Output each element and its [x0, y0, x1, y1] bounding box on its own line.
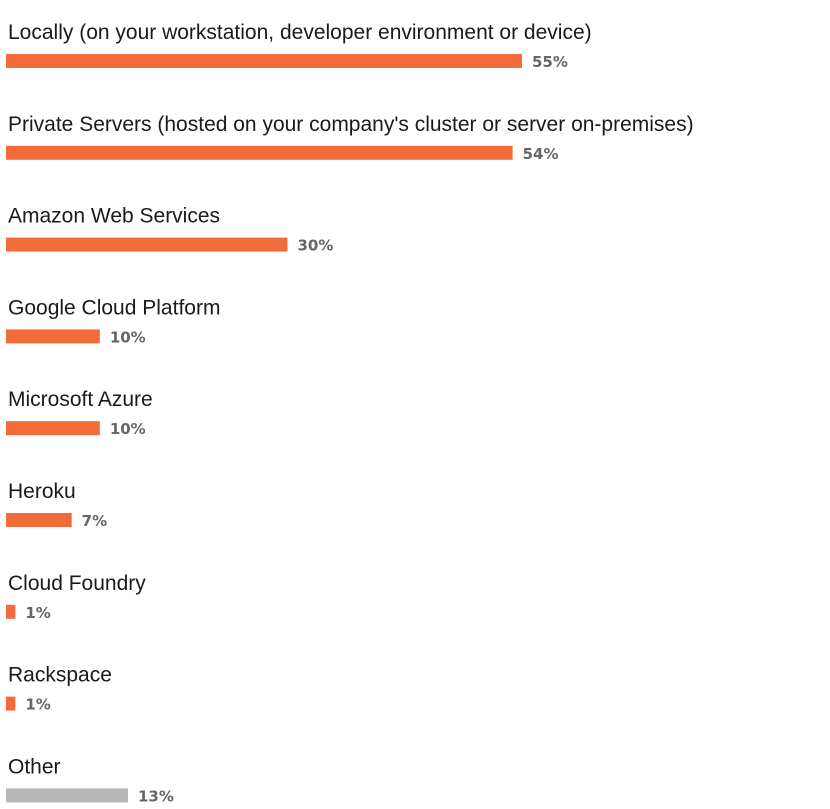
category-label: Amazon Web Services	[8, 205, 220, 228]
bar	[6, 237, 288, 252]
value-label: 55%	[532, 53, 568, 71]
value-label: 30%	[297, 237, 333, 255]
category-label: Private Servers (hosted on your company'…	[8, 113, 694, 136]
category-label: Google Cloud Platform	[8, 296, 220, 319]
bar	[6, 54, 522, 68]
value-label: 10%	[110, 328, 146, 346]
bar	[6, 145, 513, 160]
value-label: 1%	[25, 696, 50, 714]
value-label: 7%	[82, 512, 107, 530]
bar	[6, 329, 100, 344]
value-label: 1%	[25, 604, 50, 622]
category-label: Rackspace	[8, 664, 112, 687]
bar	[6, 696, 16, 711]
category-label: Other	[8, 755, 61, 778]
value-label: 10%	[110, 420, 146, 438]
value-label: 13%	[138, 787, 174, 805]
category-label: Cloud Foundry	[8, 572, 146, 595]
bar	[6, 513, 72, 527]
category-label: Microsoft Azure	[8, 388, 153, 411]
category-label: Locally (on your workstation, developer …	[8, 21, 592, 44]
bar	[6, 604, 16, 619]
value-label: 54%	[523, 145, 559, 163]
bar	[6, 421, 100, 436]
category-label: Heroku	[8, 480, 76, 503]
bar	[6, 788, 128, 803]
